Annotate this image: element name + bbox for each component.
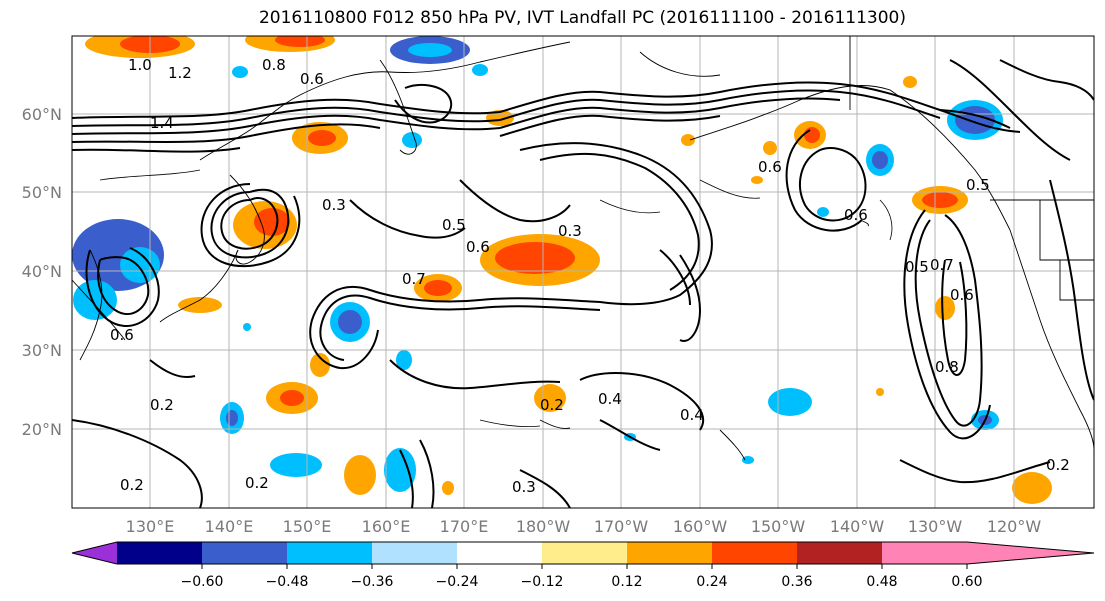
colorbar-tick-labels: −0.60 −0.48 −0.36 −0.24 −0.12 0.12 0.24 …	[181, 574, 983, 590]
ivt-contours	[99, 169, 893, 428]
lon-label: 170°W	[594, 517, 649, 536]
lat-label: 30°N	[22, 341, 62, 360]
contour-label: 0.2	[540, 396, 564, 414]
contour-label: 0.6	[758, 158, 782, 176]
colorbar-tick-label: −0.36	[351, 574, 394, 590]
graticule	[72, 36, 1094, 508]
colorbar-ticks	[201, 564, 968, 569]
colorbar-tick-label: 0.12	[611, 574, 642, 590]
contour-label: 0.5	[966, 176, 990, 194]
colorbar-bin	[202, 542, 287, 564]
lon-label: 180°W	[516, 517, 571, 536]
colorbar-bin	[372, 542, 457, 564]
plot-title: 2016110800 F012 850 hPa PV, IVT Landfall…	[258, 8, 906, 28]
colorbar-tick-label: 0.60	[951, 574, 982, 590]
contour-label-group: 1.2 1.0 0.8 0.6 1.4 0.5 0.3 0.7 0.6 0.2 …	[110, 56, 1070, 496]
lon-label: 160°E	[362, 517, 411, 536]
lon-label: 150°W	[751, 517, 806, 536]
contour-label: 0.2	[1046, 456, 1070, 474]
lon-label: 170°E	[440, 517, 489, 536]
lon-label: 160°W	[673, 517, 728, 536]
longitude-labels: 130°E 140°E 150°E 160°E 170°E 180°W 170°…	[126, 517, 1042, 536]
lon-label: 150°E	[283, 517, 332, 536]
lon-label: 140°W	[830, 517, 885, 536]
lon-label: 130°W	[908, 517, 963, 536]
colorbar-bin	[797, 542, 882, 564]
colorbar-tick-label: −0.12	[521, 574, 564, 590]
lon-label: 140°E	[205, 517, 254, 536]
colorbar-tick-label: 0.48	[866, 574, 897, 590]
shaded-anomalies	[72, 36, 1052, 504]
contour-label: 0.3	[512, 478, 536, 496]
lat-label: 20°N	[22, 420, 62, 439]
contour-label: 0.6	[300, 70, 324, 88]
colorbar-tick-label: 0.36	[781, 574, 812, 590]
contour-label: 0.6	[466, 238, 490, 256]
contour-label: 0.2	[150, 396, 174, 414]
colorbar-tick-label: 0.24	[696, 574, 727, 590]
contour-label: 0.8	[935, 358, 959, 376]
colorbar-bin	[287, 542, 372, 564]
lat-label: 40°N	[22, 262, 62, 281]
contour-label: 0.2	[245, 474, 269, 492]
contour-label: 0.5	[905, 258, 929, 276]
contour-label: 0.6	[110, 326, 134, 344]
lat-label: 50°N	[22, 183, 62, 202]
contour-label: 0.2	[120, 476, 144, 494]
contour-label: 1.0	[128, 56, 152, 74]
contour-label: 0.4	[598, 390, 622, 408]
lon-label: 130°E	[126, 517, 175, 536]
colorbar-extend-left	[72, 542, 117, 564]
colorbar-bin	[457, 542, 542, 564]
contour-label: 0.6	[950, 286, 974, 304]
lat-label: 60°N	[22, 105, 62, 124]
map-content: 1.2 1.0 0.8 0.6 1.4 0.5 0.3 0.7 0.6 0.2 …	[72, 36, 1094, 508]
colorbar-tick-label: −0.48	[266, 574, 309, 590]
latitude-labels: 60°N 50°N 40°N 30°N 20°N	[22, 105, 62, 439]
contour-label: 0.7	[930, 256, 954, 274]
contour-label: 1.4	[150, 114, 174, 132]
contour-label: 0.4	[680, 406, 704, 424]
contour-label: 1.2	[168, 64, 192, 82]
colorbar-tick-label: −0.24	[436, 574, 479, 590]
contour-label: 0.3	[558, 222, 582, 240]
colorbar-bin	[627, 542, 712, 564]
colorbar-bin	[712, 542, 797, 564]
coastlines	[72, 36, 1094, 461]
contour-label: 0.8	[262, 56, 286, 74]
colorbar-extend-right	[967, 542, 1094, 564]
colorbar-tick-label: −0.60	[181, 574, 224, 590]
pv-contours	[72, 59, 1094, 508]
contour-label: 0.6	[844, 206, 868, 224]
colorbar-outline	[71, 541, 1095, 565]
contour-label: 0.7	[402, 270, 426, 288]
contour-label: 0.3	[322, 196, 346, 214]
colorbar-bin	[117, 542, 202, 564]
colorbar: −0.60 −0.48 −0.36 −0.24 −0.12 0.12 0.24 …	[71, 541, 1095, 590]
map-frame	[71, 35, 1095, 509]
contour-label: 0.5	[442, 216, 466, 234]
lon-label: 120°W	[987, 517, 1042, 536]
colorbar-bin	[542, 542, 627, 564]
colorbar-bin	[882, 542, 967, 564]
